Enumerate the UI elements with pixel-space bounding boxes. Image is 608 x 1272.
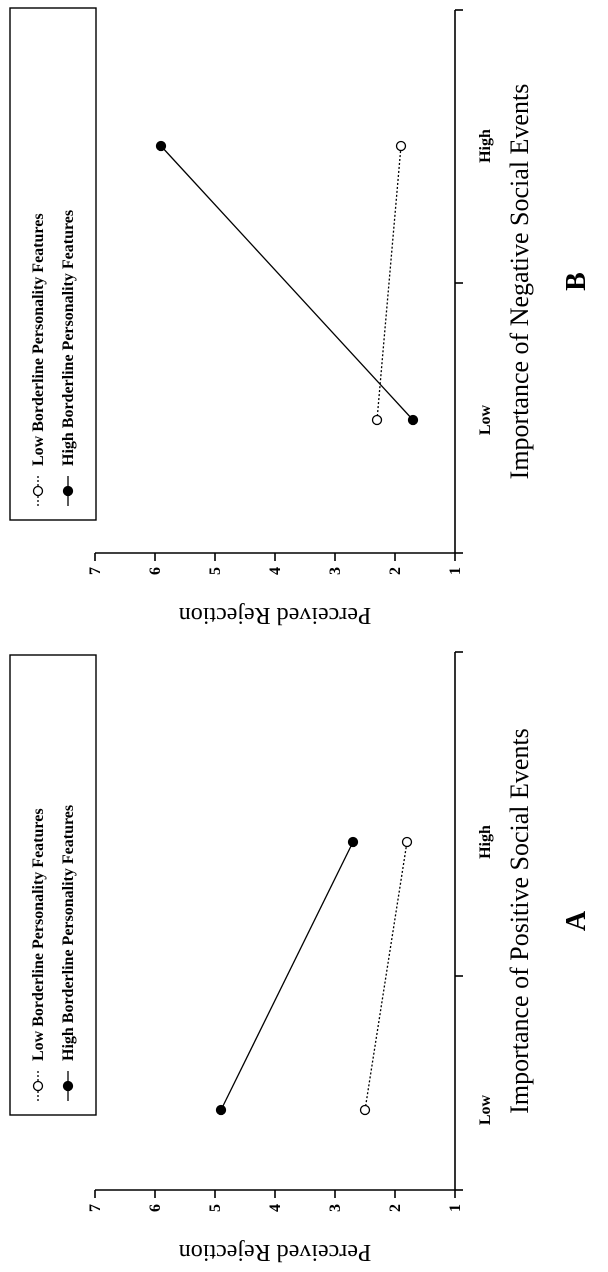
panel-b-series-line [160, 145, 414, 421]
panel-b-x-tick-label: High [477, 129, 494, 163]
panel-b-data-point [395, 140, 407, 152]
panel-a-y-tick-label: 7 [87, 1204, 104, 1212]
panel-a-y-tick-label: 3 [327, 1204, 344, 1212]
panel-a-y-tick-label: 1 [447, 1204, 464, 1212]
panel-b-legend [9, 7, 97, 521]
panel-b-series-line [376, 145, 402, 421]
panel-b-legend-entry: High Borderline Personality Features [60, 210, 77, 466]
panel-a-legend-marker [32, 1080, 44, 1092]
panel-b-y-tick-label: 2 [387, 567, 404, 575]
panel-b-y-tick-label: 4 [267, 567, 284, 575]
panel-a-y-tick-label: 2 [387, 1204, 404, 1212]
panel-a-data-point [347, 836, 359, 848]
panel-a: Perceived Rejection Importance of Positi… [9, 651, 592, 1265]
panel-a-y-tick-label: 5 [207, 1204, 224, 1212]
panel-b-data-point [371, 414, 383, 426]
panel-b-y-axis-label: Perceived Rejection [179, 602, 372, 628]
panel-b-y-tick-label: 7 [87, 567, 104, 575]
panel-a-data-point [401, 836, 413, 848]
panel-b-x-tick-label: Low [477, 404, 494, 435]
panel-a-label: A [561, 910, 592, 931]
panel-a-y-tick-label: 6 [147, 1204, 164, 1212]
panel-b-x-axis-label: Importance of Negative Social Events [505, 84, 534, 480]
panel-a-x-tick-label: High [477, 825, 494, 859]
panel-a-series-line [364, 841, 408, 1111]
panel-b-y-tick-label: 6 [147, 567, 164, 575]
panel-b-data-point [155, 140, 167, 152]
panel-a-legend-entry: High Borderline Personality Features [60, 805, 77, 1061]
panel-a-legend-entry: Low Borderline Personality Features [30, 808, 47, 1061]
panel-b-legend-marker [32, 485, 44, 497]
panel-b-y-tick-label: 1 [447, 567, 464, 575]
panel-b-legend-entry: Low Borderline Personality Features [30, 213, 47, 466]
panel-a-legend-marker [62, 1080, 74, 1092]
panel-a-y-axis-label: Perceived Rejection [179, 1239, 372, 1265]
panel-a-data-point [215, 1104, 227, 1116]
panel-b-legend-marker [62, 485, 74, 497]
panel-b-y-tick-label: 5 [207, 567, 224, 575]
panel-a-x-axis-label: Importance of Positive Social Events [505, 728, 534, 1114]
panel-b-label: B [561, 272, 592, 291]
panel-a-series-line [220, 841, 354, 1111]
panel-b-y-tick-label: 3 [327, 567, 344, 575]
panel-a-y-tick-label: 4 [267, 1204, 284, 1212]
panel-a-legend [9, 654, 97, 1116]
panel-b: Perceived Rejection Importance of Negati… [9, 7, 592, 628]
panel-a-data-point [359, 1104, 371, 1116]
panel-b-data-point [407, 414, 419, 426]
panel-a-x-tick-label: Low [477, 1094, 494, 1125]
